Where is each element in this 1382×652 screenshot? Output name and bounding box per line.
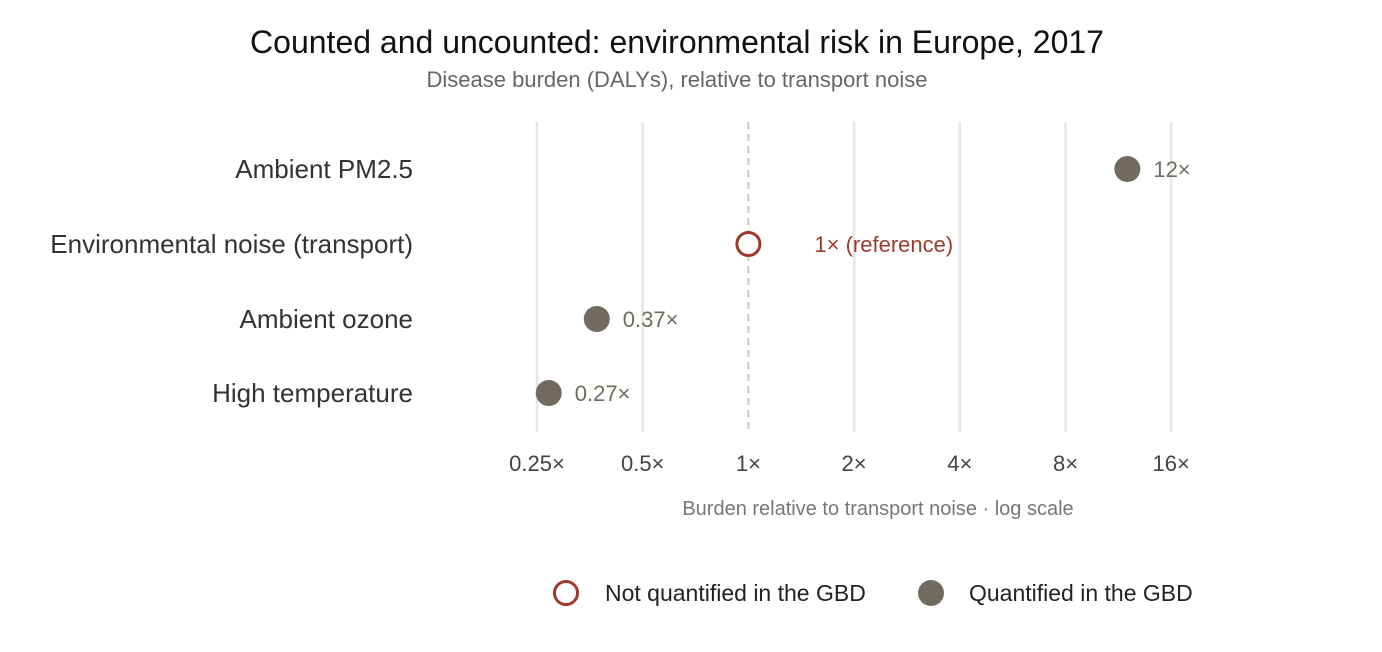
x-tick-label: 0.5× xyxy=(621,451,664,476)
x-tick-label: 2× xyxy=(842,451,867,476)
x-tick-label: 16× xyxy=(1153,451,1190,476)
legend-key-hollow xyxy=(553,580,579,606)
data-point xyxy=(1114,156,1141,182)
x-tick-label: 1× xyxy=(736,451,761,476)
x-tick-label: 8× xyxy=(1053,451,1078,476)
data-point xyxy=(583,306,610,332)
data-label: 1× (reference) xyxy=(814,232,953,257)
x-tick-label: 4× xyxy=(947,451,972,476)
data-points: 12× 1× (reference) 0.37× 0.27× xyxy=(535,156,1191,406)
category-label: Environmental noise (transport) xyxy=(50,229,413,259)
x-axis-title: Burden relative to transport noise · log… xyxy=(682,498,1073,520)
legend-key-filled xyxy=(918,580,944,606)
chart-title: Counted and uncounted: environmental ris… xyxy=(250,24,1104,60)
x-tick-label: 0.25× xyxy=(509,451,565,476)
grid-layer xyxy=(535,122,1173,432)
legend-label: Quantified in the GBD xyxy=(969,580,1193,606)
data-label: 12× xyxy=(1153,157,1190,182)
data-label: 0.27× xyxy=(575,381,631,406)
category-labels: Ambient PM2.5 Environmental noise (transp… xyxy=(50,154,413,408)
legend: Not quantified in the GBD Quantified in t… xyxy=(553,580,1193,606)
category-label: Ambient ozone xyxy=(240,304,413,334)
chart-subtitle: Disease burden (DALYs), relative to tran… xyxy=(427,67,928,92)
legend-label: Not quantified in the GBD xyxy=(605,580,866,606)
category-label: Ambient PM2.5 xyxy=(235,154,413,184)
data-point xyxy=(535,380,562,406)
category-label: High temperature xyxy=(212,378,413,408)
data-label: 0.37× xyxy=(623,307,679,332)
data-point xyxy=(735,231,762,257)
x-tick-labels: 0.25× 0.5× 1× 2× 4× 8× 16× xyxy=(509,451,1190,476)
